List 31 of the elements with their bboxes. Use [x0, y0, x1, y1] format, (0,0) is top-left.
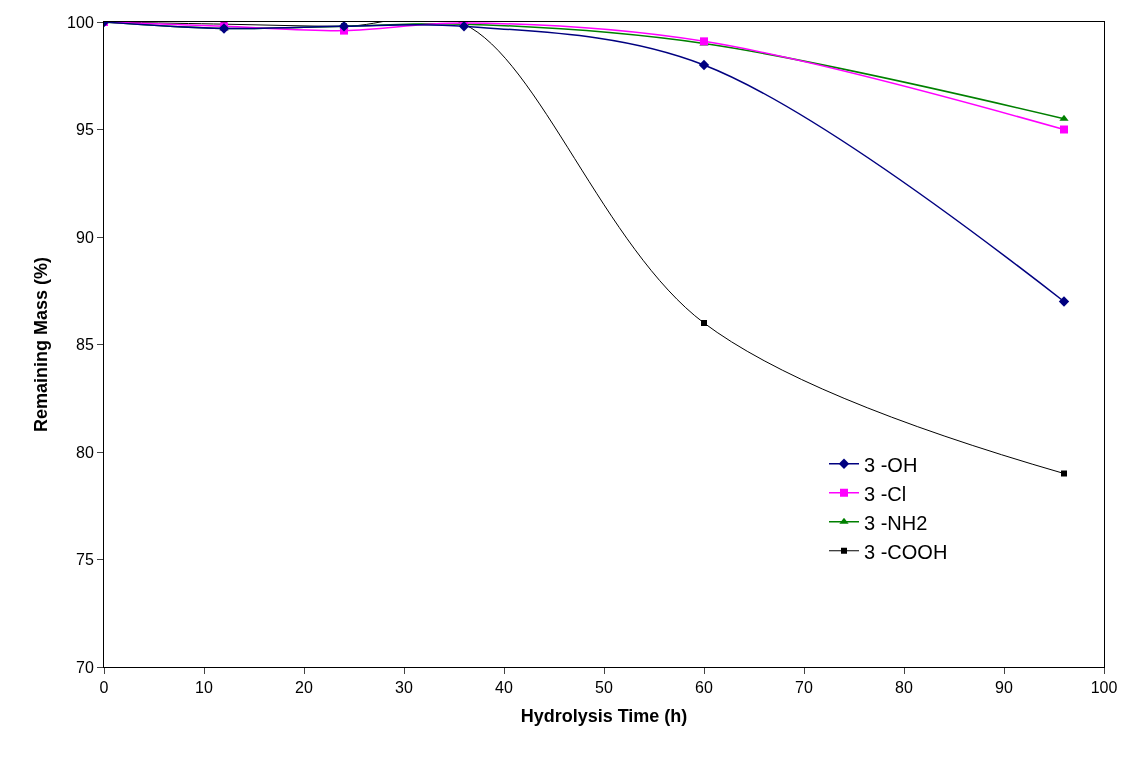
x-tick-label: 70	[795, 679, 813, 697]
y-axis-title: Remaining Mass (%)	[31, 256, 52, 433]
legend-label: 3 -OH	[864, 453, 918, 476]
point	[701, 320, 707, 326]
x-tick-label: 90	[995, 679, 1013, 697]
y-tick-label: 95	[76, 121, 94, 139]
legend-label: 3 -NH2	[864, 511, 928, 534]
x-tick-label: 40	[495, 679, 513, 697]
point	[1060, 125, 1068, 134]
legend-label: 3 -Cl	[864, 482, 907, 505]
x-tick-label: 60	[695, 679, 713, 697]
point	[458, 22, 470, 32]
y-tick-label: 85	[76, 336, 94, 354]
x-tick-label: 100	[1090, 679, 1118, 697]
x-tick-label: 80	[895, 679, 913, 697]
point	[1061, 470, 1067, 477]
point	[698, 59, 710, 71]
x-axis-title: Hydrolysis Time (h)	[520, 706, 688, 727]
y-tick-label: 90	[76, 228, 94, 246]
x-tick-label: 0	[99, 679, 109, 697]
legend-label: 3 -COOH	[864, 540, 948, 563]
y-tick-label: 70	[76, 658, 94, 676]
x-tick-label: 30	[395, 679, 413, 697]
y-tick-label: 80	[76, 443, 94, 461]
point	[1059, 114, 1069, 121]
x-tick-label: 10	[195, 679, 213, 697]
point	[1058, 296, 1070, 307]
x-tick-label: 20	[295, 679, 313, 697]
x-tick-label: 50	[595, 679, 613, 697]
y-tick-label: 100	[67, 13, 94, 31]
y-tick-label: 75	[76, 551, 94, 569]
